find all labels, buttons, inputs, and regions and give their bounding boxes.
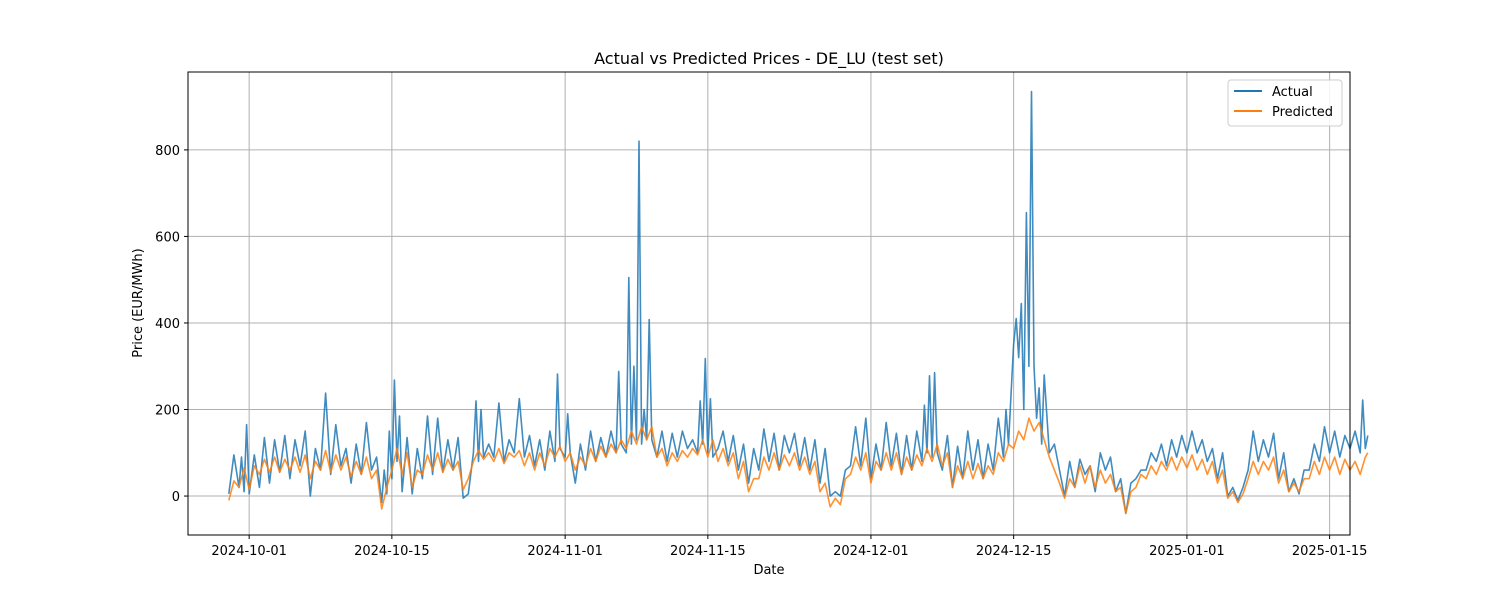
y-axis-label: Price (EUR/MWh) (131, 248, 146, 357)
y-axis: 0 200 400 600 800 (155, 144, 188, 505)
legend-label-actual: Actual (1272, 85, 1313, 100)
legend-label-predicted: Predicted (1272, 105, 1333, 120)
x-axis: 2024-10-01 2024-10-15 2024-11-01 2024-11-15… (211, 535, 1367, 559)
plot-frame (187, 71, 1351, 536)
x-tick-label: 2025-01-01 (1149, 544, 1225, 559)
x-tick-label: 2024-10-01 (211, 544, 287, 559)
y-tick-label: 0 (172, 490, 180, 505)
y-tick-label: 600 (155, 230, 180, 245)
series-line-predicted (228, 417, 1369, 515)
y-tick-label: 400 (155, 317, 180, 332)
x-tick-label: 2024-10-15 (354, 544, 430, 559)
legend: Actual Predicted (1227, 79, 1343, 127)
chart-title: Actual vs Predicted Prices - DE_LU (test… (594, 49, 944, 69)
x-tick-label: 2025-01-15 (1292, 544, 1368, 559)
x-tick-label: 2024-11-01 (527, 544, 603, 559)
series-layer (228, 90, 1369, 515)
x-tick-label: 2024-12-01 (833, 544, 909, 559)
x-tick-label: 2024-12-15 (976, 544, 1052, 559)
y-tick-label: 200 (155, 404, 180, 419)
x-tick-label: 2024-11-15 (670, 544, 746, 559)
x-axis-label: Date (753, 563, 784, 578)
y-tick-label: 800 (155, 144, 180, 159)
